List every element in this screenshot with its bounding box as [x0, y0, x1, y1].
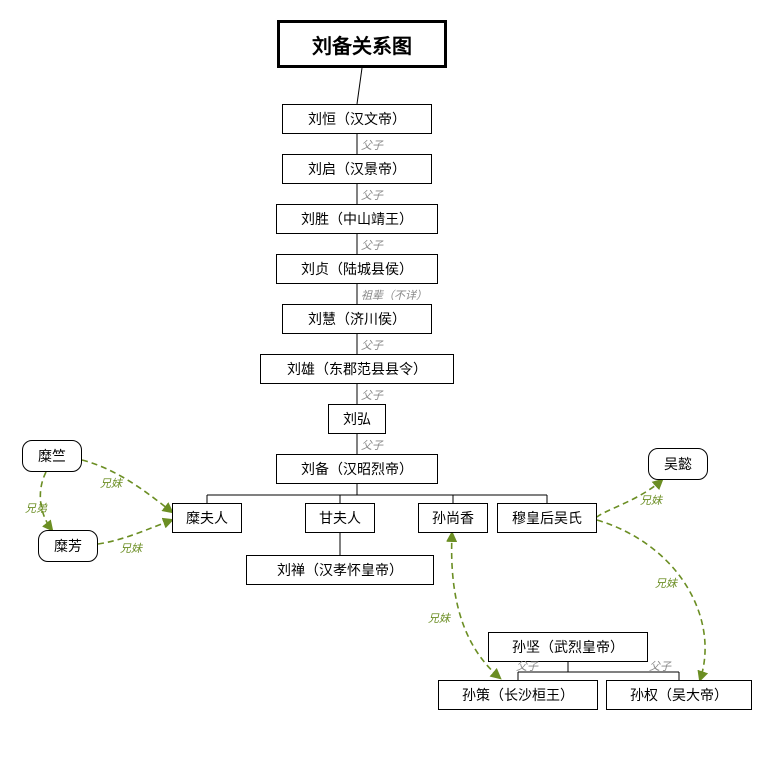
edge-label: 祖辈（不详）: [361, 287, 427, 303]
node-liusheng: 刘胜（中山靖王）: [276, 204, 438, 234]
node-liuzhen: 刘贞（陆城县侯）: [276, 254, 438, 284]
node-sunshangxiang: 孙尚香: [418, 503, 488, 533]
edge-label: 父子: [361, 387, 383, 403]
node-mifuren: 糜夫人: [172, 503, 242, 533]
edge-label: 兄妹: [655, 575, 677, 591]
dashed-edge-mizhu-mifuren: [82, 460, 172, 512]
node-muhuanghou: 穆皇后吴氏: [497, 503, 597, 533]
edge-label: 兄妹: [120, 540, 142, 556]
node-liushan: 刘禅（汉孝怀皇帝）: [246, 555, 434, 585]
node-liuhong: 刘弘: [328, 404, 386, 434]
node-mizhu: 糜竺: [22, 440, 82, 472]
node-sunquan: 孙权（吴大帝）: [606, 680, 752, 710]
edge-label: 父子: [649, 658, 671, 674]
node-liuheng: 刘恒（汉文帝）: [282, 104, 432, 134]
edge-label: 父子: [361, 237, 383, 253]
edge-label: 兄妹: [640, 492, 662, 508]
node-sunce: 孙策（长沙桓王）: [438, 680, 598, 710]
edge-label: 父子: [516, 658, 538, 674]
edge-label: 父子: [361, 337, 383, 353]
node-mifang: 糜芳: [38, 530, 98, 562]
edge-label: 父子: [361, 187, 383, 203]
edge-label: 父子: [361, 137, 383, 153]
node-liuhui: 刘慧（济川侯）: [282, 304, 432, 334]
node-liubei: 刘备（汉昭烈帝）: [276, 454, 438, 484]
edge-label: 兄妹: [100, 475, 122, 491]
node-ganfuren: 甘夫人: [305, 503, 375, 533]
edge-label: 兄弟: [25, 500, 47, 516]
node-liuxiong: 刘雄（东郡范县县令）: [260, 354, 454, 384]
edge-label: 父子: [361, 437, 383, 453]
node-wuyi: 吴懿: [648, 448, 708, 480]
node-liuqi: 刘启（汉景帝）: [282, 154, 432, 184]
node-title: 刘备关系图: [277, 20, 447, 68]
edge-label: 兄妹: [428, 610, 450, 626]
node-sunjian: 孙坚（武烈皇帝）: [488, 632, 648, 662]
